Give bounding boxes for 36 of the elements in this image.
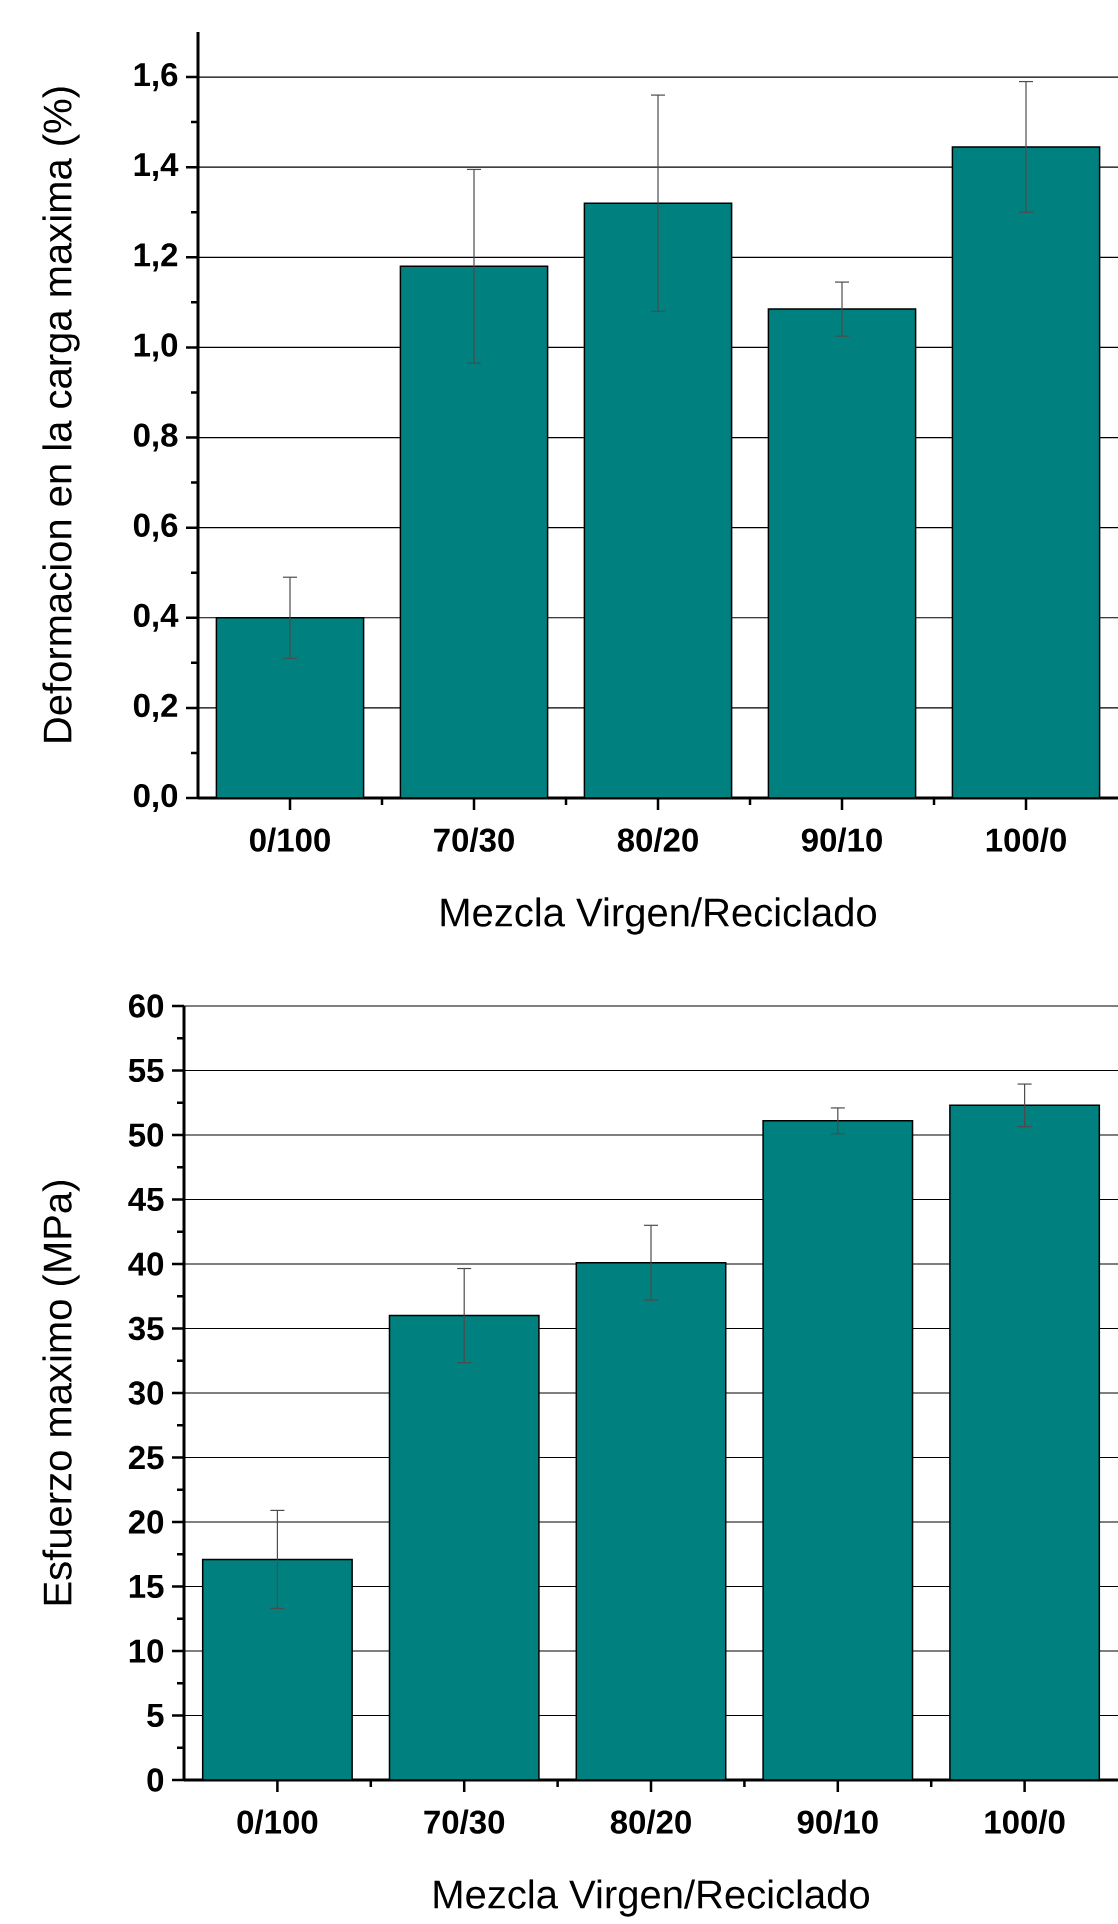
x-axis-title: Mezcla Virgen/Reciclado: [441, 897, 876, 935]
y-tick-label: 1,0: [134, 333, 178, 362]
y-tick-label: 0,4: [133, 603, 179, 632]
y-tick-label: 25: [128, 1445, 164, 1470]
y-tick-label: 30: [128, 1381, 164, 1405]
y-tick-label: 5: [147, 1704, 164, 1728]
y-tick-label: 55: [128, 1059, 164, 1083]
x-tick-label: 100/0: [986, 827, 1066, 853]
x-tick-label: 80/20: [610, 1809, 691, 1835]
y-tick-label: 0,6: [133, 513, 178, 542]
y-tick-label: 0,2: [133, 693, 178, 722]
x-tick-label: 0/100: [250, 827, 330, 853]
y-axis-title: Deformacion en la carga maxima (%): [42, 87, 80, 742]
y-tick-label: 35: [128, 1316, 164, 1341]
y-axis-title: Esfuerzo maximo (MPa): [42, 1181, 80, 1605]
x-tick-label: 90/10: [797, 1809, 878, 1835]
x-axis-title: Mezcla Virgen/Reciclado: [434, 1879, 869, 1917]
y-tick-label: 10: [129, 1639, 164, 1663]
x-tick-label: 80/20: [617, 827, 698, 853]
y-tick-label: 15: [129, 1575, 164, 1599]
x-tick-label: 70/30: [424, 1809, 505, 1835]
x-tick-label: 0/100: [237, 1809, 318, 1835]
x-tick-label: 70/30: [434, 827, 514, 853]
y-tick-label: 20: [128, 1510, 164, 1534]
y-tick-label: 60: [128, 994, 164, 1018]
y-tick-label: 1,6: [134, 62, 178, 92]
y-tick-label: 1,2: [134, 243, 178, 272]
x-tick-label: 90/10: [801, 827, 882, 853]
y-tick-label: 0: [147, 1768, 164, 1792]
y-tick-label: 1,4: [134, 153, 179, 182]
y-tick-label: 0,8: [133, 423, 178, 452]
y-tick-label: 45: [128, 1188, 164, 1212]
x-tick-label: 100/0: [985, 1809, 1065, 1835]
y-tick-label: 50: [128, 1123, 164, 1147]
y-tick-label: 40: [128, 1252, 164, 1276]
y-tick-label: 0,0: [133, 783, 178, 813]
